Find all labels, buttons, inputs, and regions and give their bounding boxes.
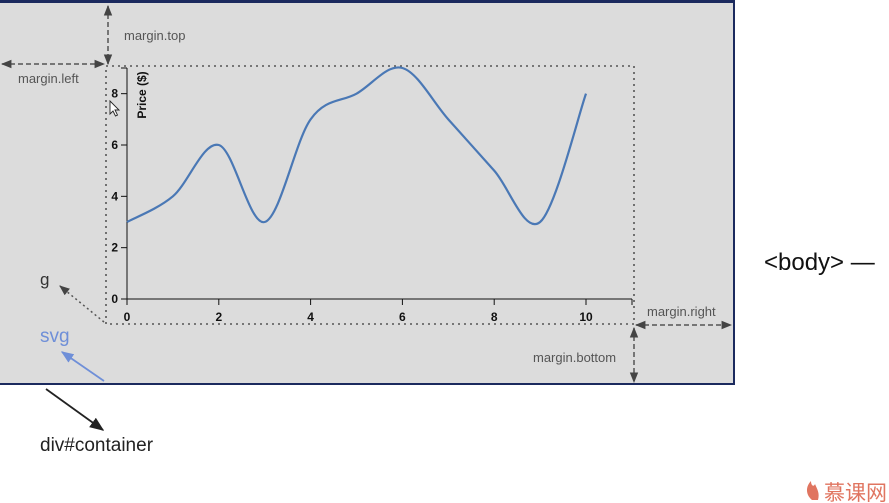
x-tick-label: 6 — [399, 310, 406, 324]
price-series-line — [126, 66, 588, 226]
margin-top-label: margin.top — [124, 28, 185, 43]
margin-right-label: margin.right — [647, 304, 716, 319]
x-tick-label: 4 — [307, 310, 314, 324]
svg-label: svg — [40, 326, 70, 347]
x-tick-label: 0 — [124, 310, 131, 324]
margin-left-label: margin.left — [18, 71, 79, 86]
y-tick-label: 6 — [111, 138, 118, 152]
margin-bottom-label: margin.bottom — [533, 350, 616, 365]
y-tick-label: 0 — [111, 292, 118, 306]
mouse-cursor-icon — [109, 99, 121, 117]
y-tick-label: 8 — [111, 87, 118, 101]
line-chart: Price ($) 0 2 4 6 8 10 0 2 4 6 8 — [111, 66, 633, 324]
svg-arrow — [60, 351, 105, 382]
x-tick-label: 8 — [491, 310, 498, 324]
y-tick-label: 2 — [111, 241, 118, 255]
y-tick-label: 4 — [111, 189, 118, 203]
watermark-text: 慕课网 — [824, 482, 887, 503]
y-axis-label: Price ($) — [135, 71, 149, 118]
body-label: <body> — — [764, 249, 875, 276]
g-label: g — [40, 270, 49, 289]
container-label: div#container — [40, 435, 154, 456]
svg-panel — [0, 1, 735, 385]
watermark: 慕课网 — [807, 481, 887, 503]
x-tick-label: 2 — [215, 310, 222, 324]
x-tick-label: 10 — [579, 310, 593, 324]
flame-icon — [807, 481, 819, 500]
g-area-outline — [105, 65, 635, 325]
container-arrow — [45, 388, 105, 431]
